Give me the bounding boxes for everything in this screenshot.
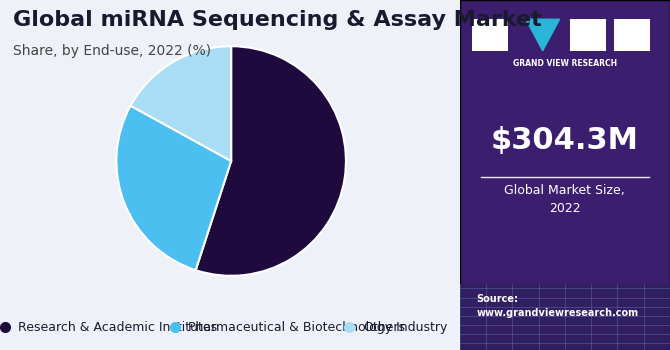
FancyBboxPatch shape <box>460 0 670 350</box>
Bar <box>460 284 670 350</box>
Text: Share, by End-use, 2022 (%): Share, by End-use, 2022 (%) <box>13 44 212 58</box>
Bar <box>614 19 650 51</box>
Bar <box>570 19 606 51</box>
Text: Research & Academic Institutes: Research & Academic Institutes <box>18 321 218 334</box>
Text: Source:
www.grandviewresearch.com: Source: www.grandviewresearch.com <box>476 294 639 318</box>
Wedge shape <box>131 46 231 161</box>
Text: Others: Others <box>363 321 405 334</box>
Wedge shape <box>196 46 346 276</box>
Wedge shape <box>117 106 231 270</box>
Text: GRAND VIEW RESEARCH: GRAND VIEW RESEARCH <box>513 60 617 69</box>
Polygon shape <box>526 19 559 51</box>
Text: Pharmaceutical & Biotechnology Industry: Pharmaceutical & Biotechnology Industry <box>188 321 448 334</box>
Text: $304.3M: $304.3M <box>491 126 639 154</box>
Text: Global miRNA Sequencing & Assay Market: Global miRNA Sequencing & Assay Market <box>13 10 542 30</box>
Text: Global Market Size,
2022: Global Market Size, 2022 <box>505 184 625 215</box>
Bar <box>472 19 508 51</box>
